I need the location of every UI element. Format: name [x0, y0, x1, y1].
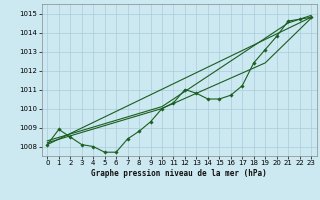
X-axis label: Graphe pression niveau de la mer (hPa): Graphe pression niveau de la mer (hPa)	[91, 169, 267, 178]
